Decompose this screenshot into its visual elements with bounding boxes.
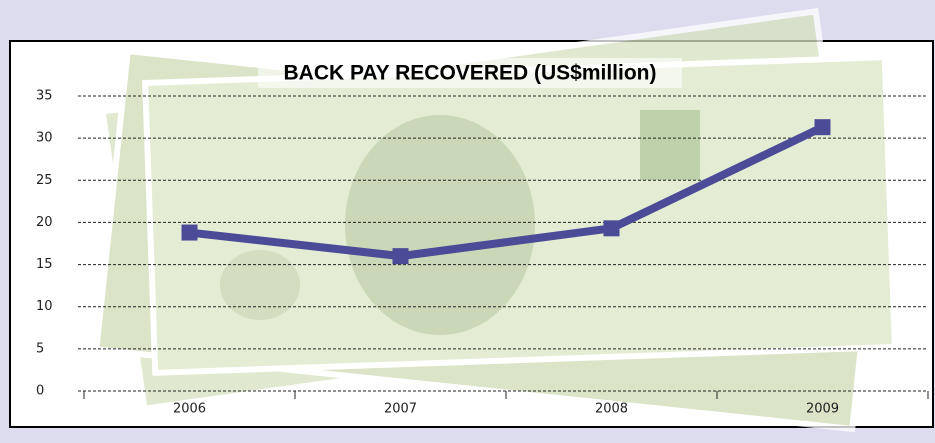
- y-tick-label: 15: [36, 257, 53, 272]
- marker: [603, 220, 620, 237]
- line: [189, 123, 825, 261]
- y-tick-label: 35: [36, 89, 53, 104]
- chart-title: BACK PAY RECOVERED (US$million): [283, 62, 656, 85]
- y-tick-label: 20: [36, 215, 53, 230]
- title-backdrop: [258, 58, 682, 88]
- marker: [392, 248, 409, 265]
- portrait: [345, 115, 535, 335]
- y-tick-label: 30: [36, 131, 53, 146]
- marker: [814, 119, 831, 136]
- x-tick-label: 2009: [806, 402, 839, 417]
- x-tick-label: 2007: [384, 402, 417, 417]
- banknote-picture: [93, 7, 898, 433]
- y-tick-label: 5: [36, 341, 44, 356]
- x-tick-label: 2006: [173, 402, 206, 417]
- marker: [181, 224, 198, 241]
- seal: [220, 250, 300, 320]
- y-tick-label: 10: [36, 299, 53, 314]
- y-tick-label: 0: [36, 384, 44, 399]
- x-tick-label: 2008: [595, 402, 628, 417]
- emblem: [640, 110, 700, 180]
- y-tick-label: 25: [36, 173, 53, 188]
